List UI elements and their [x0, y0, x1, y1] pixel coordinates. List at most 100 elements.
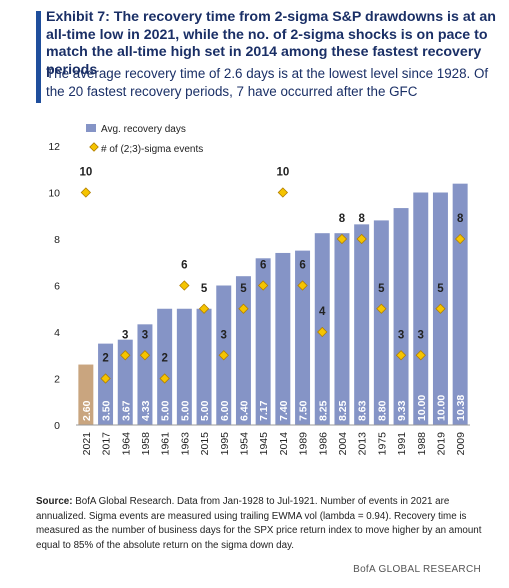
bar: [354, 224, 370, 425]
event-count-marker: [376, 303, 387, 314]
event-count-label: 2: [102, 353, 108, 365]
bar-value-label: 3.67: [120, 400, 132, 421]
bar-value-label: 5.00: [160, 400, 172, 421]
event-count-label: 4: [319, 306, 326, 318]
bar-value-label: 7.40: [278, 400, 290, 421]
event-count-label: 3: [142, 329, 148, 341]
x-tick-label: 1958: [140, 432, 152, 456]
bar: [373, 220, 389, 425]
event-count-label: 10: [79, 167, 92, 179]
x-tick-label: 1995: [219, 432, 231, 456]
x-tick-label: 1961: [160, 432, 172, 456]
legend-swatch-bar: [86, 124, 96, 132]
x-tick-label: 2009: [455, 432, 467, 456]
x-tick-label: 2019: [435, 432, 447, 456]
bar: [255, 258, 271, 425]
event-count-marker: [415, 350, 426, 361]
bar-value-label: 6.00: [219, 400, 231, 421]
bar-value-label: 2.60: [81, 400, 93, 421]
event-count-label: 6: [260, 260, 266, 272]
bar-value-label: 8.25: [337, 400, 349, 421]
event-count-marker: [218, 350, 229, 361]
bar: [176, 308, 192, 425]
x-tick-label: 1945: [258, 432, 270, 456]
bar: [393, 208, 409, 425]
chart-area: Avg. recovery days # of (2;3)-sigma even…: [36, 110, 476, 495]
event-count-marker: [198, 303, 210, 314]
y-tick-label: 2: [54, 374, 60, 386]
x-tick-label: 1963: [179, 432, 191, 456]
bar: [235, 276, 251, 425]
bar-value-label: 10.00: [435, 395, 447, 421]
x-tick-label: 1989: [298, 432, 310, 456]
x-tick-label: 1964: [120, 432, 132, 456]
bar-value-label: 8.63: [357, 400, 369, 421]
brand-label: BofA GLOBAL RESEARCH: [353, 564, 481, 575]
x-tick-label: 2014: [278, 432, 290, 456]
event-count-marker: [257, 280, 269, 291]
bar-chart: Avg. recovery days # of (2;3)-sigma even…: [48, 124, 470, 456]
event-count-marker: [238, 303, 249, 314]
x-tick-label: 2017: [101, 432, 113, 456]
event-count-marker: [435, 303, 446, 314]
event-count-label: 5: [378, 283, 385, 295]
bar: [452, 183, 468, 425]
event-count-label: 3: [418, 329, 424, 341]
legend: Avg. recovery days # of (2;3)-sigma even…: [86, 124, 203, 155]
event-count-marker: [297, 280, 308, 291]
x-tick-label: 2013: [357, 432, 369, 456]
event-count-label: 8: [457, 213, 464, 225]
bar: [117, 339, 133, 425]
bars-group: 2.60 3.50 3.67 4.33 5.00 5.00 5.00 6.00 6.40 7.17…: [78, 183, 468, 425]
bar: [334, 233, 350, 425]
x-tick-label: 1986: [317, 432, 329, 456]
bar: [413, 192, 429, 425]
event-count-label: 2: [161, 353, 167, 365]
bar: [98, 343, 114, 425]
y-tick-label: 4: [54, 327, 60, 339]
footnote-source-label: Source:: [36, 496, 73, 507]
event-count-marker: [317, 326, 328, 338]
event-count-marker: [179, 280, 190, 291]
legend-label-diamond: # of (2;3)-sigma events: [101, 144, 203, 155]
footnote: Source: BofA Global Research. Data from …: [36, 495, 491, 553]
bar: [196, 308, 212, 425]
bar-value-label: 8.80: [376, 400, 388, 421]
event-count-label: 6: [181, 260, 187, 272]
event-count-label: 8: [358, 213, 365, 225]
event-count-label: 3: [398, 329, 404, 341]
event-count-marker: [100, 373, 111, 384]
event-count-marker: [139, 350, 151, 361]
event-count-marker: [356, 233, 367, 245]
x-axis: 2021 2017 1964 1958 1961 1963 2015 1995 1954 1945…: [76, 424, 470, 456]
event-count-marker: [120, 350, 131, 361]
x-tick-label: 2004: [337, 432, 349, 456]
x-tick-label: 2015: [199, 432, 211, 456]
bar-value-label: 6.40: [238, 400, 250, 421]
bar-value-label: 10.00: [416, 395, 428, 421]
x-tick-label: 2021: [81, 432, 93, 456]
event-count-label: 10: [276, 167, 289, 179]
event-count-label: 5: [201, 283, 208, 295]
legend-label-bar: Avg. recovery days: [101, 124, 186, 135]
y-axis: 0 2 4 6 8 10 12: [48, 141, 60, 432]
bar-value-label: 7.17: [258, 400, 270, 421]
event-count-marker: [454, 233, 466, 245]
event-count-marker: [277, 187, 289, 198]
bar-value-label: 7.50: [298, 400, 310, 421]
x-tick-label: 1991: [396, 432, 408, 456]
event-count-marker: [80, 187, 92, 198]
bar-value-label: 10.38: [455, 395, 467, 421]
event-count-marker: [336, 233, 348, 245]
event-count-label: 8: [339, 213, 346, 225]
y-tick-label: 0: [54, 420, 60, 432]
event-count-label: 5: [437, 283, 444, 295]
y-tick-label: 8: [54, 234, 60, 246]
bar: [78, 364, 94, 425]
event-count-label: 5: [240, 283, 247, 295]
event-count-label: 3: [122, 329, 128, 341]
legend-swatch-diamond: [89, 142, 99, 152]
bar-value-label: 9.33: [396, 400, 408, 421]
bar: [157, 308, 173, 425]
